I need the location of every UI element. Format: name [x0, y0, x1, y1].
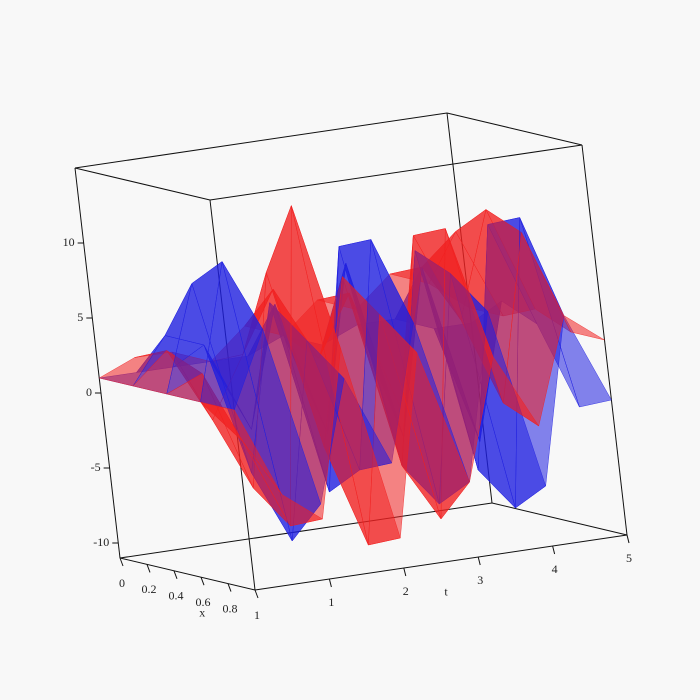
- t-tick-label: 3: [477, 573, 483, 587]
- box-edge: [119, 502, 493, 559]
- x-tick: [146, 564, 151, 573]
- z-tick-label: 0: [86, 385, 92, 399]
- x-tick: [200, 577, 205, 586]
- box-edge: [119, 557, 256, 591]
- box-edge: [254, 534, 628, 591]
- x-tick: [254, 589, 259, 599]
- x-tick-label: 1: [254, 608, 260, 622]
- box-edge: [74, 112, 448, 169]
- x-tick-label: 0.2: [142, 582, 157, 596]
- t-tick: [403, 567, 407, 577]
- x-tick-label: 0.6: [196, 595, 211, 609]
- t-tick-label: 2: [403, 584, 409, 598]
- t-axis-label: t: [444, 584, 448, 598]
- z-tick-label: -5: [91, 460, 101, 474]
- t-tick-label: 5: [626, 551, 632, 565]
- x-axis-label: x: [199, 605, 205, 619]
- t-tick-label: 4: [552, 562, 558, 576]
- box-edge: [446, 112, 583, 146]
- x-tick-label: 0.8: [223, 601, 238, 615]
- box-edge: [209, 144, 583, 201]
- t-tick-label: 1: [328, 595, 334, 609]
- box-edge: [491, 502, 628, 536]
- x-tick-label: 0: [119, 576, 125, 590]
- t-tick: [626, 534, 630, 544]
- z-tick-label: -10: [93, 535, 109, 549]
- box-edge: [74, 167, 121, 559]
- x-tick-label: 0.4: [169, 589, 184, 603]
- t-tick: [328, 578, 332, 588]
- x-tick: [173, 570, 178, 579]
- surface-patch: [199, 401, 283, 495]
- t-tick: [477, 556, 481, 566]
- x-tick: [227, 583, 232, 592]
- t-tick: [552, 545, 556, 555]
- x-tick: [119, 557, 124, 567]
- box-edge: [74, 167, 211, 201]
- z-tick-label: 10: [63, 235, 75, 249]
- z-tick-label: 5: [77, 310, 83, 324]
